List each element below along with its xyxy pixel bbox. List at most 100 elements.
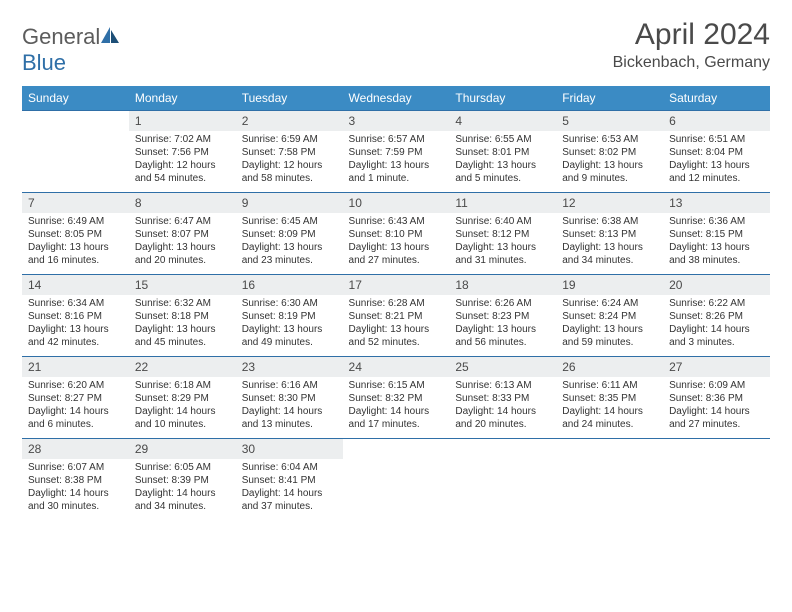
- detail-line: Sunrise: 6:24 AM: [562, 297, 657, 310]
- day-details: Sunrise: 6:32 AMSunset: 8:18 PMDaylight:…: [129, 295, 236, 353]
- day-number: 22: [129, 357, 236, 377]
- location: Bickenbach, Germany: [613, 54, 770, 72]
- day-number: 14: [22, 275, 129, 295]
- day-details: Sunrise: 6:15 AMSunset: 8:32 PMDaylight:…: [343, 377, 450, 435]
- weekday-header: Thursday: [449, 86, 556, 111]
- detail-line: and 16 minutes.: [28, 254, 123, 267]
- detail-line: Daylight: 13 hours: [669, 241, 764, 254]
- detail-line: Sunrise: 7:02 AM: [135, 133, 230, 146]
- calendar-cell: 27Sunrise: 6:09 AMSunset: 8:36 PMDayligh…: [663, 357, 770, 439]
- calendar-row: 21Sunrise: 6:20 AMSunset: 8:27 PMDayligh…: [22, 357, 770, 439]
- day-number: 12: [556, 193, 663, 213]
- detail-line: Sunrise: 6:13 AM: [455, 379, 550, 392]
- detail-line: Sunrise: 6:51 AM: [669, 133, 764, 146]
- day-number: 19: [556, 275, 663, 295]
- calendar-cell: 14Sunrise: 6:34 AMSunset: 8:16 PMDayligh…: [22, 275, 129, 357]
- day-number: 29: [129, 439, 236, 459]
- detail-line: Sunset: 8:38 PM: [28, 474, 123, 487]
- weekday-header: Sunday: [22, 86, 129, 111]
- detail-line: Sunset: 7:59 PM: [349, 146, 444, 159]
- day-details: Sunrise: 6:09 AMSunset: 8:36 PMDaylight:…: [663, 377, 770, 435]
- detail-line: Sunset: 8:30 PM: [242, 392, 337, 405]
- detail-line: Daylight: 14 hours: [349, 405, 444, 418]
- day-details: Sunrise: 6:30 AMSunset: 8:19 PMDaylight:…: [236, 295, 343, 353]
- detail-line: Sunrise: 6:55 AM: [455, 133, 550, 146]
- calendar-cell: 17Sunrise: 6:28 AMSunset: 8:21 PMDayligh…: [343, 275, 450, 357]
- calendar-cell: 26Sunrise: 6:11 AMSunset: 8:35 PMDayligh…: [556, 357, 663, 439]
- detail-line: Sunrise: 6:49 AM: [28, 215, 123, 228]
- detail-line: Daylight: 12 hours: [135, 159, 230, 172]
- detail-line: Sunset: 8:29 PM: [135, 392, 230, 405]
- calendar-cell: [556, 439, 663, 521]
- detail-line: Sunset: 8:36 PM: [669, 392, 764, 405]
- day-details: Sunrise: 6:51 AMSunset: 8:04 PMDaylight:…: [663, 131, 770, 189]
- detail-line: Sunset: 8:33 PM: [455, 392, 550, 405]
- detail-line: Daylight: 13 hours: [455, 241, 550, 254]
- logo: GeneralBlue: [22, 24, 120, 76]
- day-number: 5: [556, 111, 663, 131]
- day-number: 21: [22, 357, 129, 377]
- detail-line: Sunset: 8:21 PM: [349, 310, 444, 323]
- detail-line: Sunset: 7:58 PM: [242, 146, 337, 159]
- detail-line: Sunrise: 6:32 AM: [135, 297, 230, 310]
- calendar-cell: 4Sunrise: 6:55 AMSunset: 8:01 PMDaylight…: [449, 111, 556, 193]
- detail-line: Sunrise: 6:36 AM: [669, 215, 764, 228]
- detail-line: Daylight: 14 hours: [455, 405, 550, 418]
- detail-line: and 34 minutes.: [135, 500, 230, 513]
- detail-line: and 31 minutes.: [455, 254, 550, 267]
- day-number: 16: [236, 275, 343, 295]
- detail-line: Daylight: 14 hours: [135, 487, 230, 500]
- day-number: 27: [663, 357, 770, 377]
- day-details: Sunrise: 6:38 AMSunset: 8:13 PMDaylight:…: [556, 213, 663, 271]
- day-number: 3: [343, 111, 450, 131]
- detail-line: Sunrise: 6:26 AM: [455, 297, 550, 310]
- day-number: 17: [343, 275, 450, 295]
- day-details: Sunrise: 6:53 AMSunset: 8:02 PMDaylight:…: [556, 131, 663, 189]
- detail-line: and 12 minutes.: [669, 172, 764, 185]
- detail-line: Sunrise: 6:38 AM: [562, 215, 657, 228]
- detail-line: Daylight: 14 hours: [669, 405, 764, 418]
- calendar-cell: 10Sunrise: 6:43 AMSunset: 8:10 PMDayligh…: [343, 193, 450, 275]
- detail-line: Daylight: 13 hours: [242, 323, 337, 336]
- detail-line: Sunset: 8:02 PM: [562, 146, 657, 159]
- weekday-header-row: SundayMondayTuesdayWednesdayThursdayFrid…: [22, 86, 770, 111]
- detail-line: Daylight: 14 hours: [135, 405, 230, 418]
- detail-line: Sunrise: 6:53 AM: [562, 133, 657, 146]
- detail-line: and 34 minutes.: [562, 254, 657, 267]
- detail-line: Sunset: 8:05 PM: [28, 228, 123, 241]
- detail-line: Sunset: 7:56 PM: [135, 146, 230, 159]
- day-details: Sunrise: 7:02 AMSunset: 7:56 PMDaylight:…: [129, 131, 236, 189]
- detail-line: Sunset: 8:12 PM: [455, 228, 550, 241]
- calendar-cell: 19Sunrise: 6:24 AMSunset: 8:24 PMDayligh…: [556, 275, 663, 357]
- detail-line: and 9 minutes.: [562, 172, 657, 185]
- day-details: Sunrise: 6:22 AMSunset: 8:26 PMDaylight:…: [663, 295, 770, 353]
- calendar-cell: 8Sunrise: 6:47 AMSunset: 8:07 PMDaylight…: [129, 193, 236, 275]
- detail-line: Sunrise: 6:15 AM: [349, 379, 444, 392]
- calendar-cell: 25Sunrise: 6:13 AMSunset: 8:33 PMDayligh…: [449, 357, 556, 439]
- day-number: 11: [449, 193, 556, 213]
- detail-line: Daylight: 14 hours: [242, 487, 337, 500]
- day-details: Sunrise: 6:20 AMSunset: 8:27 PMDaylight:…: [22, 377, 129, 435]
- detail-line: Sunrise: 6:04 AM: [242, 461, 337, 474]
- detail-line: and 5 minutes.: [455, 172, 550, 185]
- logo-text: GeneralBlue: [22, 24, 120, 76]
- detail-line: and 23 minutes.: [242, 254, 337, 267]
- detail-line: and 59 minutes.: [562, 336, 657, 349]
- day-details: Sunrise: 6:28 AMSunset: 8:21 PMDaylight:…: [343, 295, 450, 353]
- calendar-row: 1Sunrise: 7:02 AMSunset: 7:56 PMDaylight…: [22, 111, 770, 193]
- day-details: Sunrise: 6:05 AMSunset: 8:39 PMDaylight:…: [129, 459, 236, 517]
- detail-line: Daylight: 13 hours: [135, 323, 230, 336]
- day-number: 9: [236, 193, 343, 213]
- calendar-cell: 2Sunrise: 6:59 AMSunset: 7:58 PMDaylight…: [236, 111, 343, 193]
- day-details: Sunrise: 6:13 AMSunset: 8:33 PMDaylight:…: [449, 377, 556, 435]
- detail-line: Daylight: 14 hours: [28, 405, 123, 418]
- detail-line: Sunrise: 6:20 AM: [28, 379, 123, 392]
- detail-line: Daylight: 14 hours: [28, 487, 123, 500]
- detail-line: Sunset: 8:15 PM: [669, 228, 764, 241]
- weekday-header: Monday: [129, 86, 236, 111]
- calendar-cell: 3Sunrise: 6:57 AMSunset: 7:59 PMDaylight…: [343, 111, 450, 193]
- detail-line: Sunset: 8:19 PM: [242, 310, 337, 323]
- day-details: Sunrise: 6:55 AMSunset: 8:01 PMDaylight:…: [449, 131, 556, 189]
- sail-icon: [100, 26, 120, 44]
- calendar-cell: 15Sunrise: 6:32 AMSunset: 8:18 PMDayligh…: [129, 275, 236, 357]
